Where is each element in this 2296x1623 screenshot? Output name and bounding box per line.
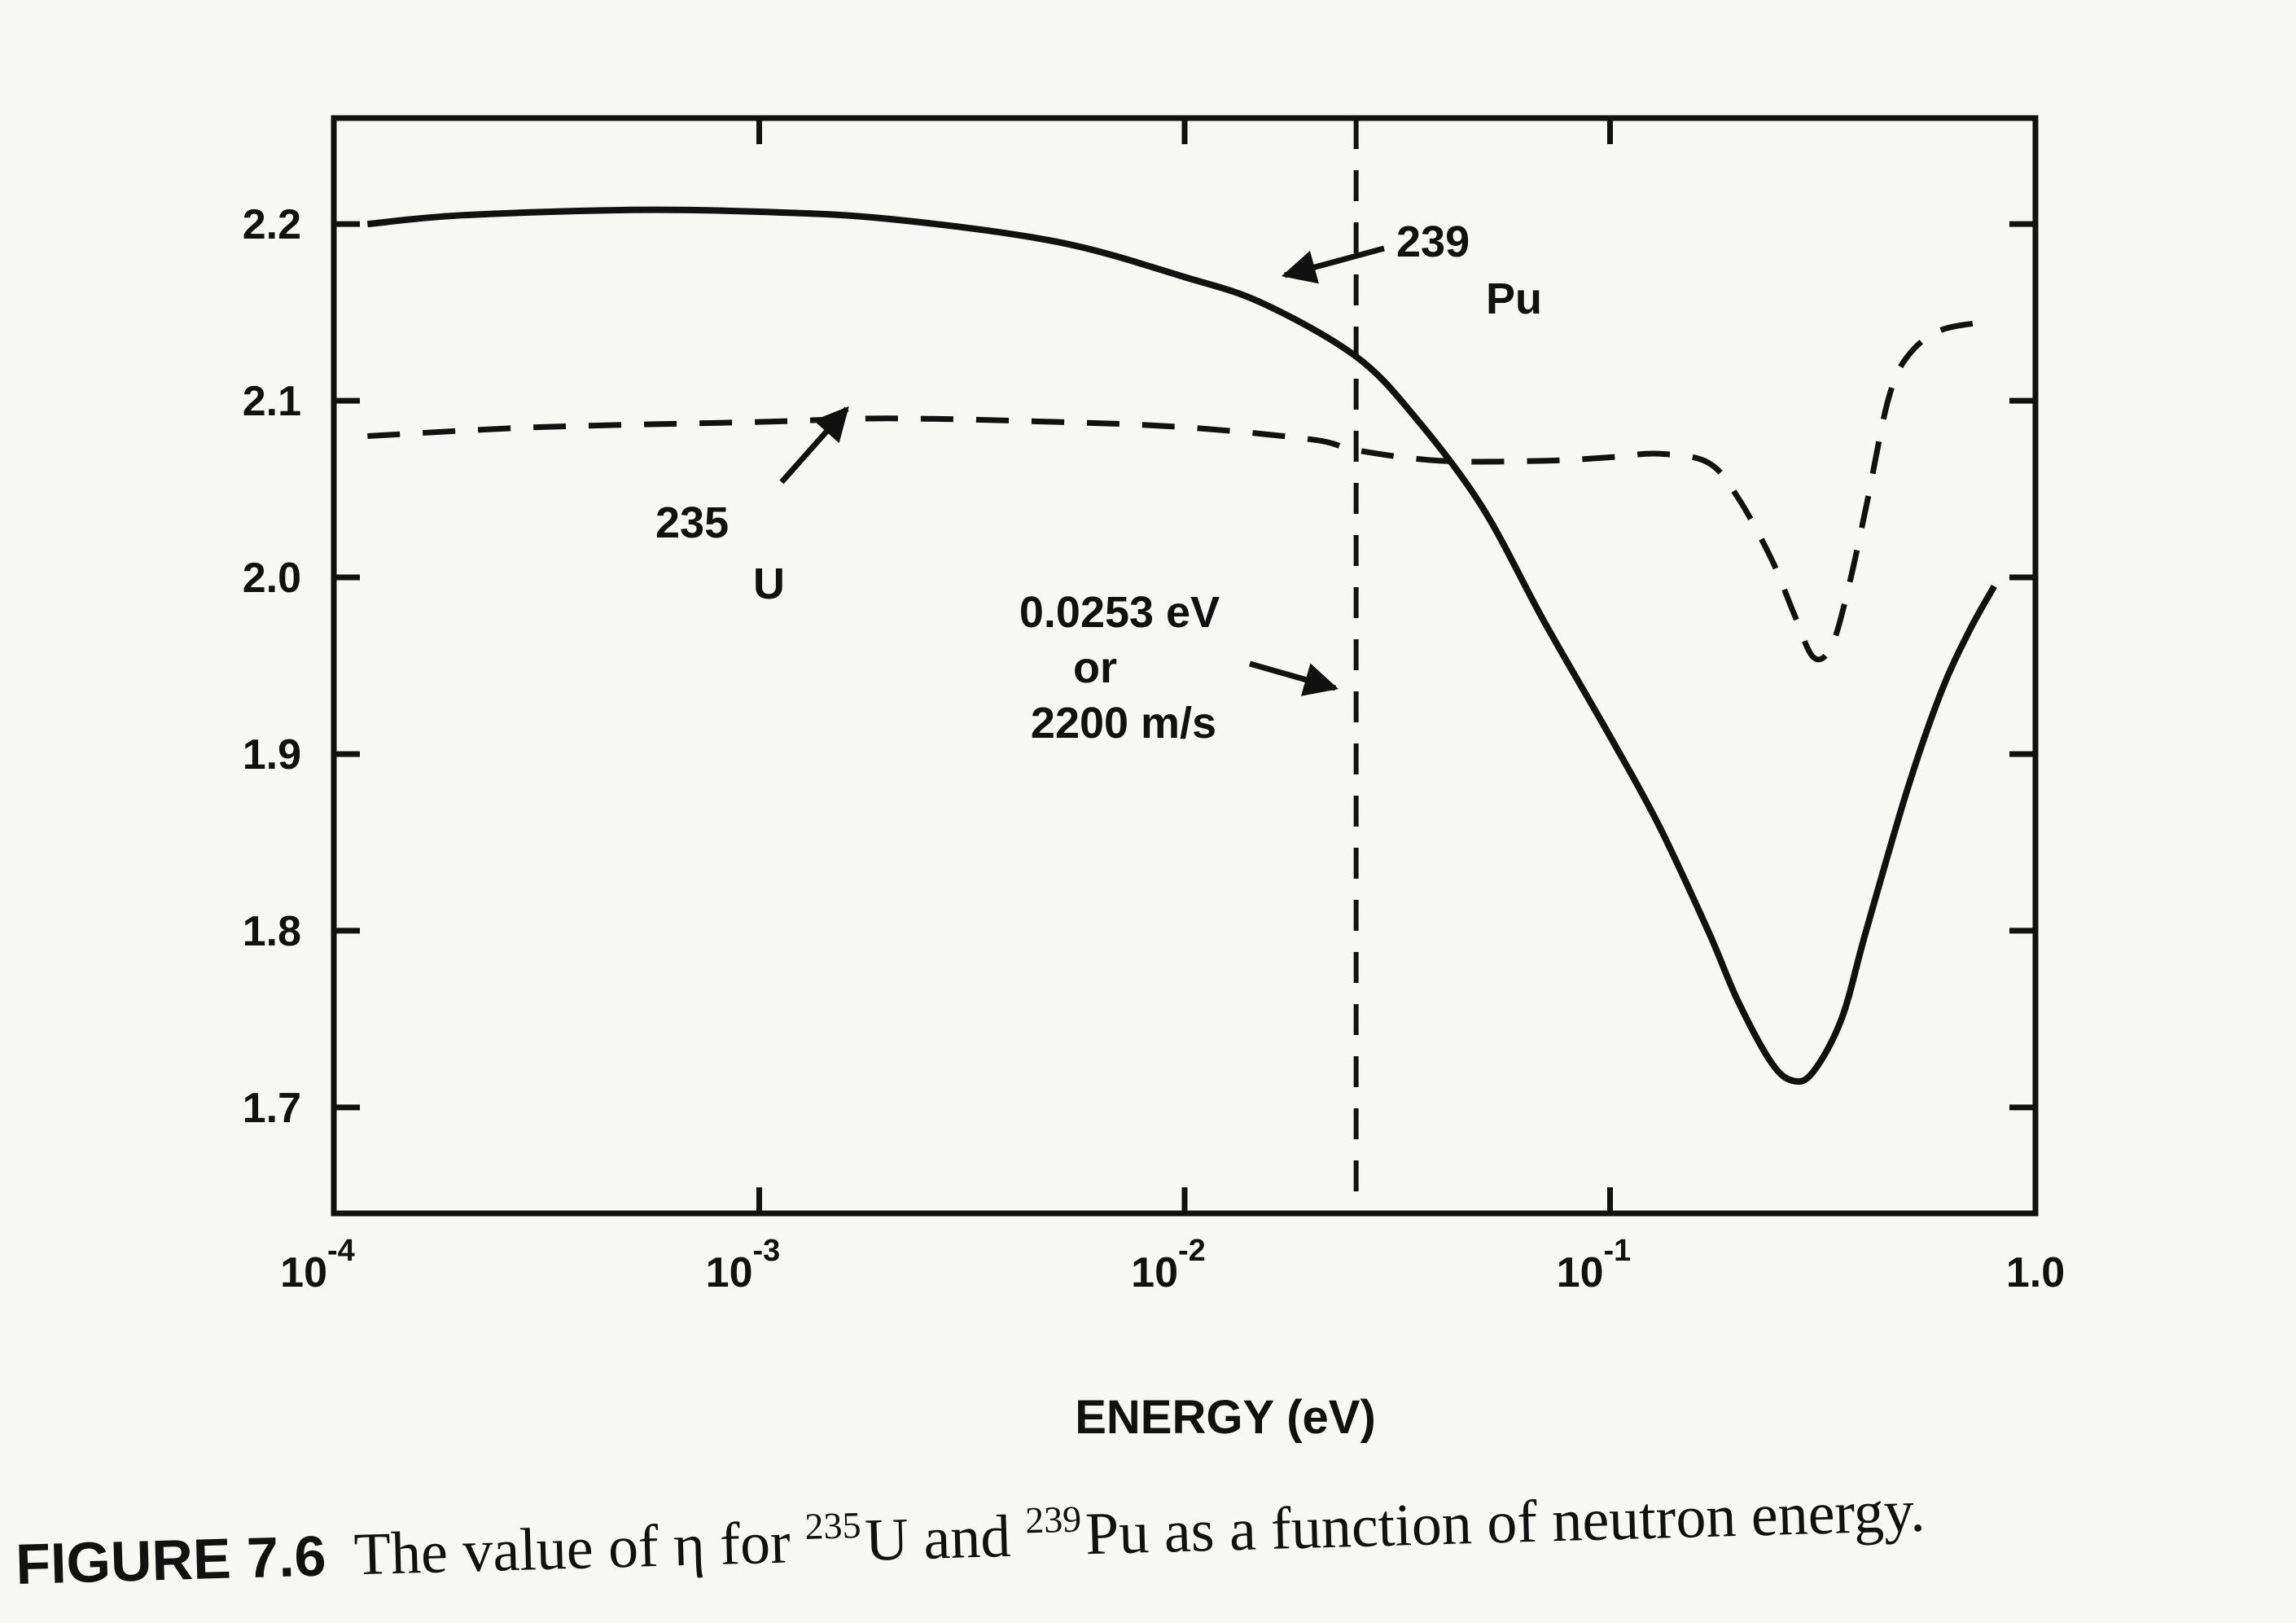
x-tick-label-base: 10: [1131, 1249, 1178, 1296]
u235-mass-number: 235: [655, 498, 729, 547]
x-axis-ticks: 10-4 10-3 10-2 10-1 1.0: [280, 118, 2065, 1296]
caption-figure-label: FIGURE 7.6: [15, 1524, 326, 1596]
x-tick-label-exponent: -4: [327, 1234, 355, 1268]
thermal-energy-line-1: 0.0253 eV: [1019, 588, 1220, 637]
u235-symbol: U: [753, 559, 785, 608]
pu239-arrow: [1281, 245, 1385, 284]
x-tick-label-base: 10: [280, 1249, 327, 1296]
x-tick-label-base: 10: [706, 1249, 753, 1296]
thermal-energy-line-2: or: [1073, 643, 1117, 692]
series-layer: [366, 206, 1997, 1086]
x-tick-label: 1.0: [2006, 1249, 2065, 1296]
x-tick-label: 10-4: [280, 1234, 355, 1296]
y-tick-label: 1.9: [243, 731, 301, 779]
caption-sup-1: 235: [804, 1504, 861, 1547]
pu239-mass-number: 239: [1396, 217, 1470, 266]
caption-text-1: The value of η for: [353, 1509, 806, 1588]
x-tick-label: 10-2: [1131, 1234, 1206, 1296]
y-tick-label: 2.1: [243, 378, 301, 425]
caption-text-2: U and: [864, 1502, 1027, 1573]
pu239-symbol: Pu: [1486, 274, 1542, 323]
u235-annotation: 235 U: [655, 406, 849, 608]
u235-arrow: [779, 406, 849, 485]
y-tick-label: 2.2: [243, 201, 301, 248]
thermal-energy-line-3: 2200 m/s: [1031, 699, 1216, 748]
x-tick-label-base: 10: [1557, 1249, 1604, 1296]
figure-caption: FIGURE 7.6 The value of η for 235 U and …: [15, 1475, 1926, 1598]
x-tick-label-exponent: -1: [1604, 1234, 1632, 1268]
y-tick-label: 1.8: [243, 908, 301, 955]
caption-text-3: Pu as a function of neutron energy.: [1084, 1478, 1926, 1568]
series-line-pu239: [366, 206, 1997, 1086]
caption-sup-2: 239: [1024, 1498, 1081, 1541]
pu239-annotation: 239 Pu: [1281, 217, 1542, 323]
x-tick-label-base: 1.0: [2006, 1249, 2065, 1296]
x-axis-label: ENERGY (eV): [1075, 1391, 1376, 1444]
x-tick-label-exponent: -2: [1178, 1234, 1206, 1268]
x-tick-label-exponent: -3: [753, 1234, 781, 1268]
thermal-energy-arrow: [1249, 660, 1339, 696]
x-tick-label: 10-3: [706, 1234, 781, 1296]
x-tick-label: 10-1: [1557, 1234, 1632, 1296]
y-tick-label: 2.0: [243, 555, 301, 602]
thermal-energy-annotation: 0.0253 eV or 2200 m/s: [1019, 588, 1339, 748]
y-axis-ticks: 1.7 1.8 1.9 2.0 2.1 2.2: [243, 201, 2035, 1132]
plot-frame: [331, 115, 2039, 1217]
series-line-u235: [367, 318, 1995, 663]
y-tick-label: 1.7: [243, 1085, 301, 1132]
